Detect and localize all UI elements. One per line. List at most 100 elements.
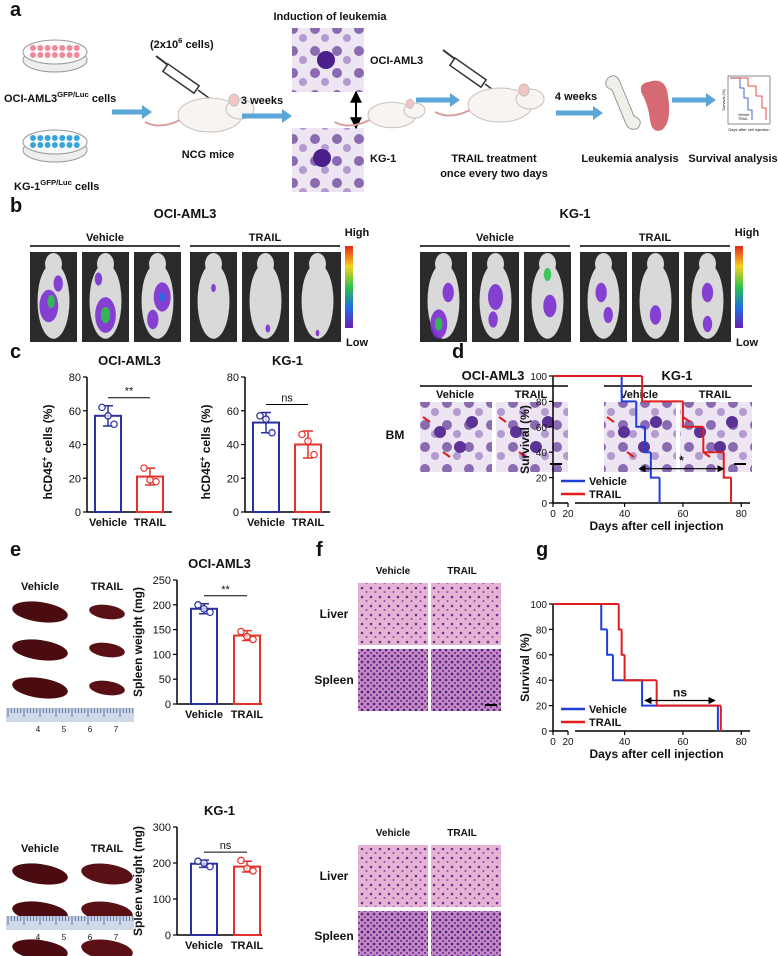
flow-arrow-head — [450, 93, 460, 107]
label: Vehicle — [738, 113, 749, 117]
cell-icon — [51, 44, 59, 52]
cytology-image — [420, 402, 492, 472]
data-point — [140, 464, 148, 472]
x-tick-label: Vehicle — [89, 517, 127, 529]
syringe — [161, 62, 201, 95]
histology-image — [358, 583, 428, 645]
x-tick-label: TRAIL — [231, 940, 264, 952]
histology-image — [431, 845, 501, 907]
legend-label: Vehicle — [589, 476, 627, 488]
cytology-image — [604, 402, 676, 472]
y-tick-label: 20 — [536, 702, 548, 713]
label: High — [345, 227, 370, 239]
y-axis-label: Spleen weight (mg) — [131, 587, 145, 697]
cell-icon — [29, 51, 37, 59]
pointer-arrow — [682, 416, 691, 423]
data-point — [200, 859, 208, 867]
x-tick-label: 60 — [677, 737, 689, 748]
y-tick-label: 100 — [530, 372, 547, 383]
cell — [434, 426, 446, 438]
survival-step — [611, 654, 643, 682]
mouse-head — [539, 253, 556, 275]
text-part: hCD45 — [41, 461, 55, 499]
mouse-head — [149, 253, 166, 275]
label: TRAIL treatment — [451, 153, 537, 165]
signal — [543, 268, 552, 281]
color-scale — [735, 246, 743, 328]
data-point — [249, 635, 257, 644]
flow-arrow-head — [142, 105, 152, 119]
mouse-head — [257, 253, 274, 275]
survival-step — [620, 376, 637, 403]
x-tick-label: TRAIL — [292, 517, 325, 529]
signal — [649, 305, 662, 325]
pointer-arrow — [498, 416, 507, 423]
thumbnail-frame — [727, 75, 771, 125]
superscript: 6 — [178, 36, 182, 45]
spleen-photo — [81, 863, 133, 885]
data-point — [249, 867, 257, 875]
survival-step — [606, 629, 613, 656]
y-tick-label: 40 — [536, 448, 548, 459]
signal — [315, 329, 320, 337]
label: TRAIL — [699, 389, 732, 401]
data-point — [262, 415, 270, 423]
label: 6 — [88, 933, 93, 942]
data-point — [110, 420, 118, 429]
survival-step — [722, 452, 732, 479]
x-tick-label: 80 — [736, 737, 748, 748]
label: BM — [386, 428, 405, 442]
label: OCI-AML3 — [462, 368, 525, 383]
superscript: + — [39, 456, 49, 461]
y-tick-label: 50 — [159, 674, 171, 686]
panel-label: b — [10, 195, 22, 217]
label: OCI-AML3 — [154, 206, 217, 221]
cell-icon — [73, 141, 81, 149]
mouse-head — [487, 253, 504, 275]
y-tick-label: 20 — [536, 474, 548, 485]
y-tick-label: 200 — [153, 858, 171, 870]
label: Vehicle — [21, 843, 59, 855]
y-tick-label: 80 — [69, 372, 81, 384]
label: 4 — [36, 725, 41, 734]
cell-icon — [36, 134, 44, 142]
label: 7 — [114, 933, 119, 942]
survival-step — [635, 401, 645, 428]
label: 6 — [88, 725, 93, 734]
y-tick-label: 60 — [536, 423, 548, 434]
signal — [53, 275, 63, 292]
mouse-head — [205, 253, 222, 275]
cell-icon — [65, 134, 74, 142]
text-part: cells (%) — [41, 405, 55, 457]
survival-step — [702, 426, 724, 454]
label: TRAIL — [639, 232, 672, 244]
mouse-ear — [518, 83, 530, 97]
chart-title: KG-1 — [204, 803, 235, 818]
spleen-photo — [81, 939, 133, 956]
label: 4 — [36, 933, 41, 942]
text-part: hCD45 — [199, 461, 213, 499]
label: KG-1 — [559, 206, 590, 221]
y-tick-label: 100 — [153, 649, 171, 661]
legend-label: TRAIL — [589, 717, 622, 729]
x-tick-label: Vehicle — [185, 940, 223, 952]
cell — [510, 426, 522, 438]
data-point — [206, 608, 214, 617]
panel-label: a — [10, 0, 22, 21]
x-axis-label: Days after cell injection — [589, 519, 723, 533]
cell — [714, 441, 726, 453]
cell-icon — [65, 44, 74, 52]
blast-cell — [313, 149, 331, 167]
mouse-head — [435, 253, 452, 275]
cell-icon — [73, 44, 81, 52]
data-point — [146, 476, 154, 484]
survival-step — [649, 452, 660, 479]
label: Spleen — [314, 673, 353, 687]
data-point — [256, 412, 264, 420]
panel-label: e — [10, 539, 21, 561]
label: (2x106 cells) — [150, 36, 214, 51]
signal — [603, 306, 613, 324]
x-tick-label: 20 — [562, 509, 574, 520]
spleen-photo — [12, 601, 68, 623]
